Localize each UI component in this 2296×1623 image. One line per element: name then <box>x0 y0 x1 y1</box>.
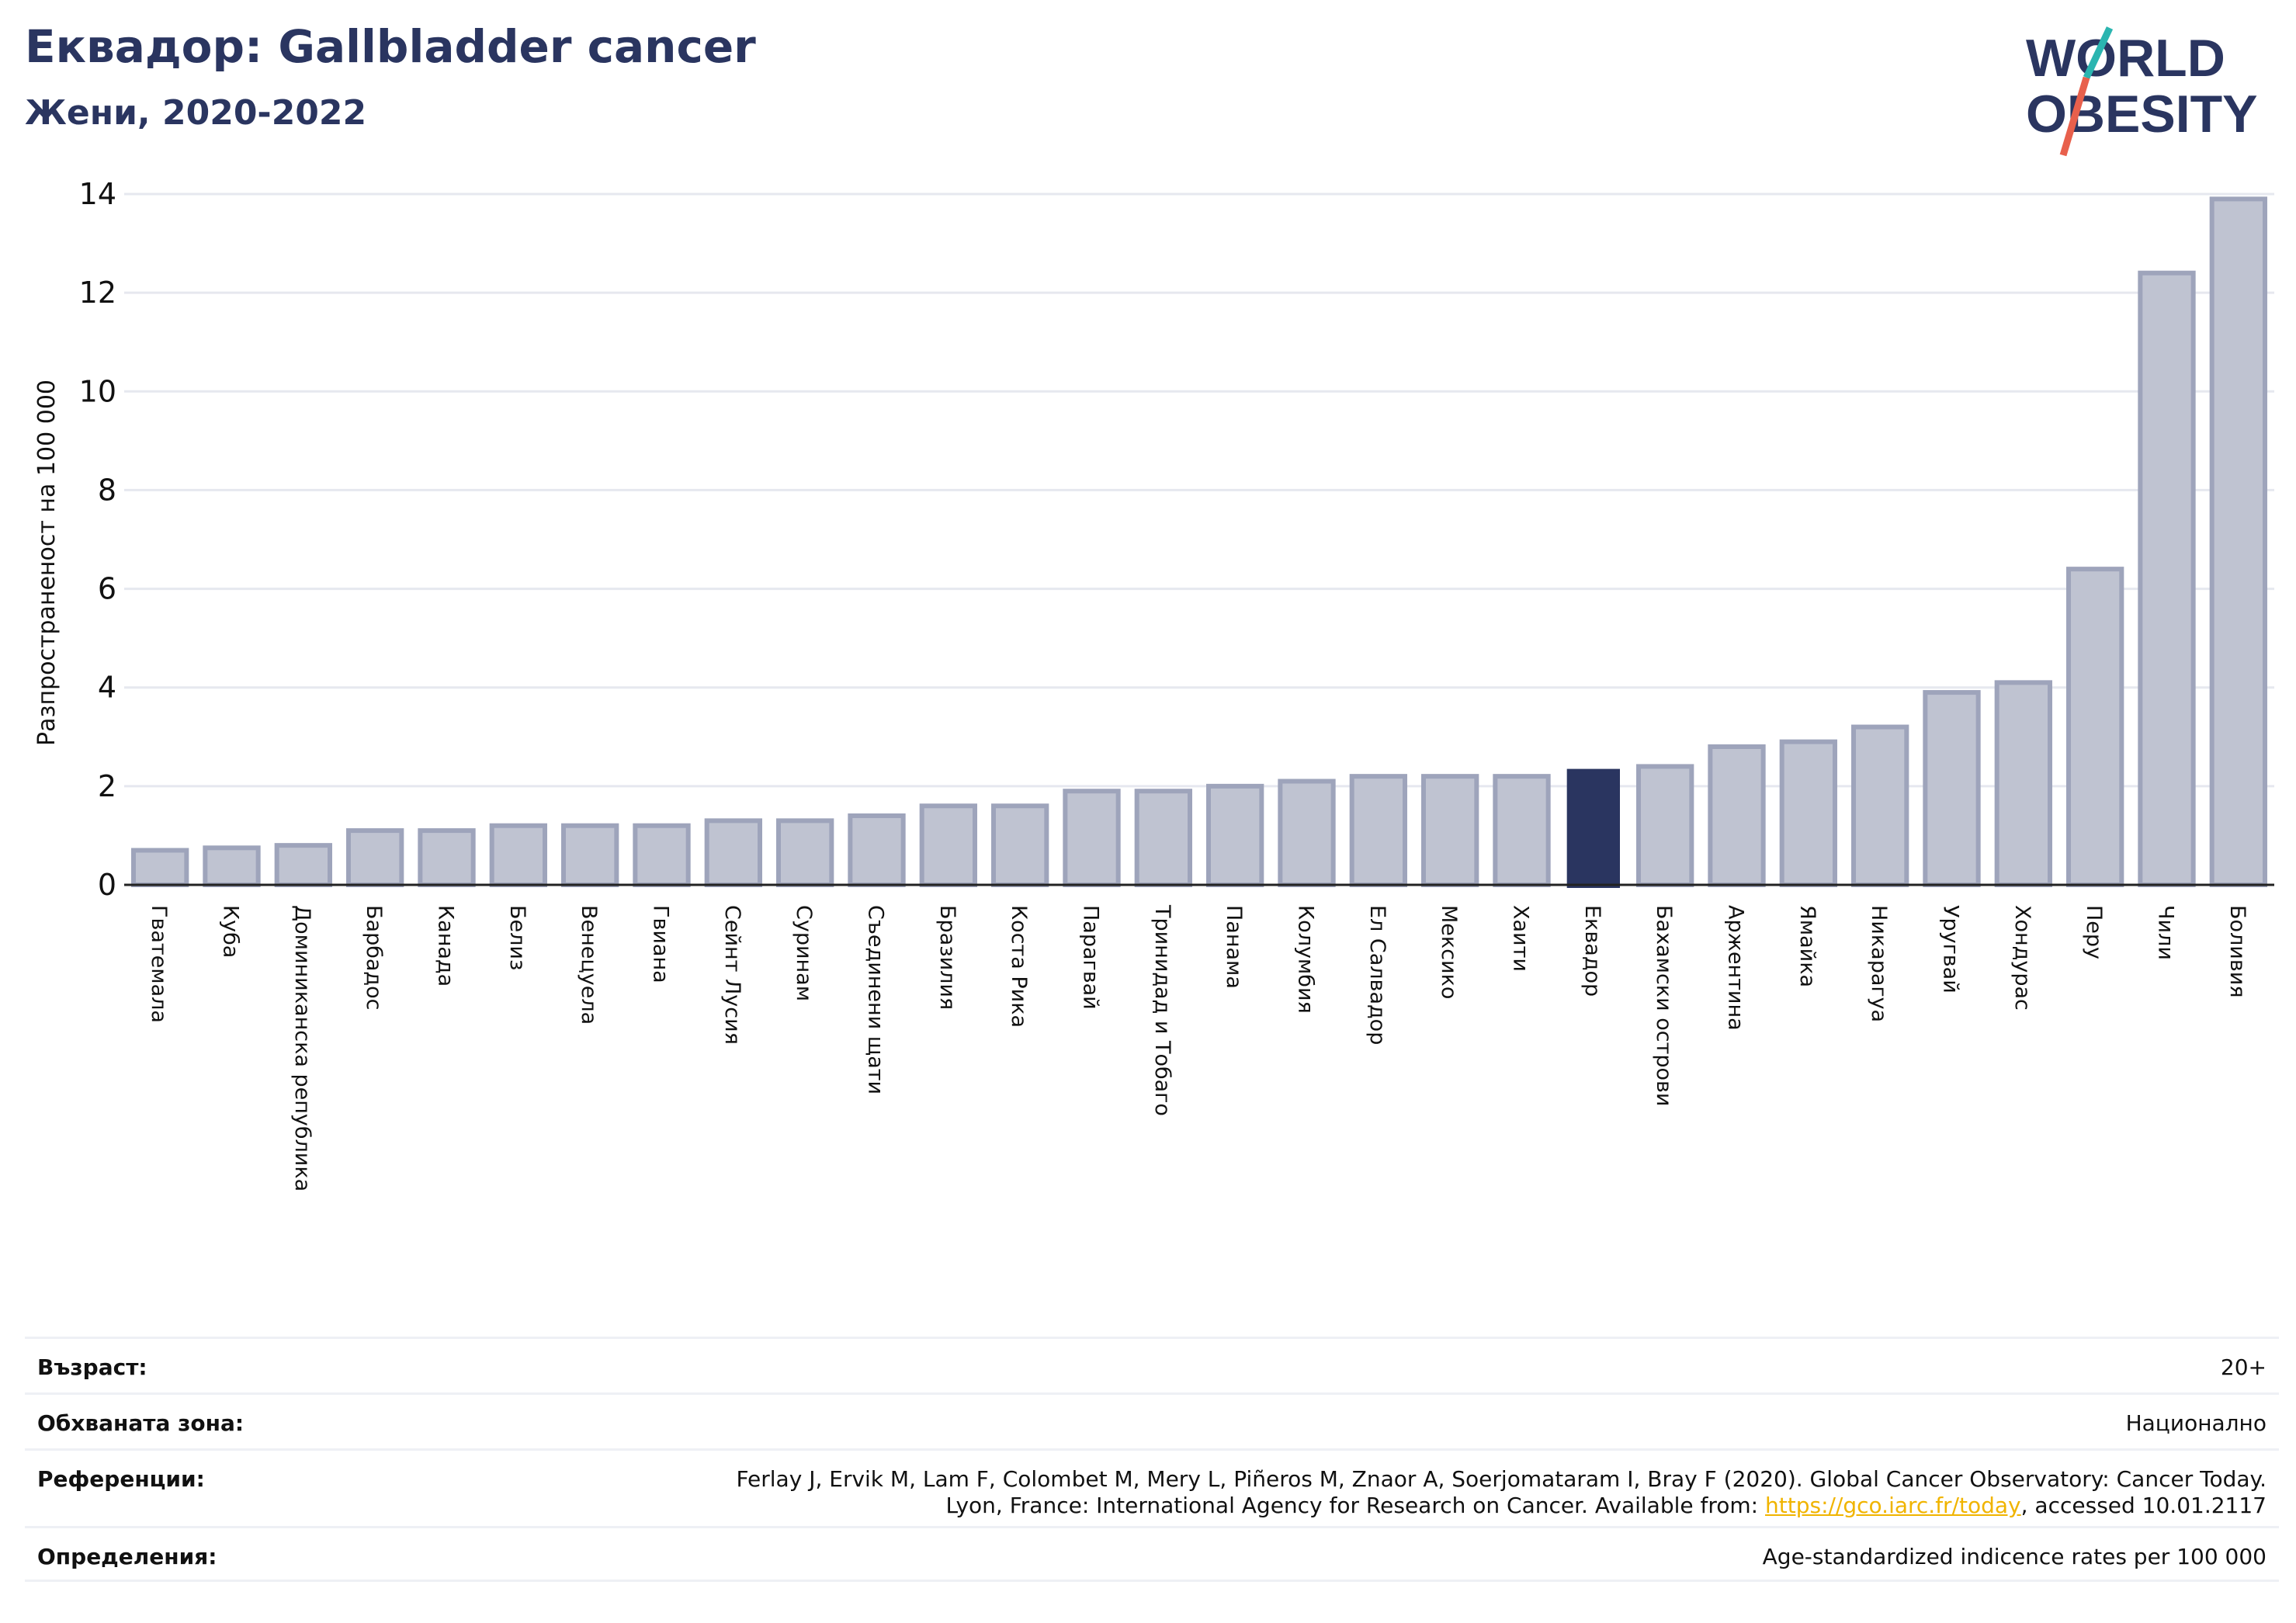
x-tick-label: Боливия <box>2225 905 2249 998</box>
definitions-value: Age-standardized indicence rates per 100… <box>1762 1544 2267 1569</box>
bar <box>489 823 547 887</box>
bar <box>919 803 977 888</box>
bar <box>418 828 476 887</box>
bar-chart: 0 2 4 6 8 10 12 14 Разпространеност на 100 000 Гв… <box>33 177 2274 1191</box>
meta-row-age: Възраст: 20+ <box>25 1337 2279 1392</box>
age-label: Възраст: <box>37 1354 147 1380</box>
bar <box>2138 270 2196 887</box>
x-tick-label: Перу <box>2082 905 2106 959</box>
y-tick-label: 6 <box>98 572 116 606</box>
x-tick-label: Бразилия <box>935 905 959 1010</box>
y-tick-label: 0 <box>98 868 116 902</box>
x-tick-label: Хондурас <box>2010 905 2034 1011</box>
bar <box>704 818 762 888</box>
x-tick-label: Канада <box>434 905 458 987</box>
x-tick-label: Доминиканска република <box>290 905 314 1191</box>
age-value: 20+ <box>2220 1354 2267 1380</box>
coverage-label: Обхваната зона: <box>37 1410 245 1436</box>
references-value: Ferlay J, Ervik M, Lam F, Colombet M, Me… <box>736 1451 2267 1519</box>
bar <box>776 818 834 888</box>
bar <box>1994 680 2052 887</box>
x-tick-label: Панама <box>1222 905 1246 989</box>
bar <box>346 828 404 887</box>
bar <box>561 823 619 887</box>
logo-slash-bottom <box>2059 76 2090 157</box>
world-obesity-logo: WORLD OBESITY <box>2026 26 2258 157</box>
bar <box>131 848 189 887</box>
bar <box>1063 789 1121 888</box>
bar <box>1421 774 1479 888</box>
references-line1: Ferlay J, Ervik M, Lam F, Colombet M, Me… <box>736 1466 2267 1492</box>
x-tick-label: Никарагуа <box>1867 905 1891 1022</box>
coverage-value: Национално <box>2125 1410 2267 1436</box>
definitions-label: Определения: <box>37 1544 217 1569</box>
y-tick-label: 8 <box>98 473 116 507</box>
page-title: Еквадор: Gallbladder cancer <box>25 20 756 73</box>
x-tick-label: Гватемала <box>147 905 171 1023</box>
x-tick-label: Уругвай <box>1939 905 1963 994</box>
references-line2-pre: Lyon, France: International Agency for R… <box>945 1493 1765 1518</box>
x-tick-label: Ел Салвадор <box>1365 905 1389 1045</box>
bar <box>991 803 1049 888</box>
x-tick-label: Суринам <box>792 905 816 1001</box>
logo-slash-top <box>2083 26 2114 79</box>
y-axis-label: Разпространеност на 100 000 <box>33 380 61 746</box>
bar <box>1923 690 1981 887</box>
bar <box>1636 764 1694 888</box>
x-tick-label: Чили <box>2154 905 2178 960</box>
x-tick-label: Гвиана <box>649 905 673 983</box>
x-tick-label: Еквадор <box>1580 905 1604 997</box>
x-tick-label: Колумбия <box>1294 905 1318 1014</box>
references-label: Референции: <box>37 1466 205 1492</box>
y-tick-label: 10 <box>79 374 116 408</box>
x-tick-label: Сейнт Лусия <box>720 905 744 1045</box>
bar <box>848 813 906 887</box>
y-tick-label: 14 <box>79 177 116 211</box>
x-tick-label: Аржентина <box>1724 905 1748 1031</box>
references-link[interactable]: https://gco.iarc.fr/today <box>1765 1493 2021 1518</box>
y-tick-label: 4 <box>98 671 116 705</box>
bar <box>1349 774 1407 888</box>
references-line2-post: , accessed 10.01.2117 <box>2020 1493 2267 1518</box>
y-tick-label: 2 <box>98 769 116 803</box>
logo-line2: OBESITY <box>2026 85 2258 144</box>
x-tick-label: Бахамски острови <box>1652 905 1676 1106</box>
x-tick-label: Куба <box>219 905 243 958</box>
x-tick-label: Парагвай <box>1079 905 1103 1010</box>
x-tick-label: Мексико <box>1437 905 1461 999</box>
bar <box>203 845 261 887</box>
bar <box>1566 768 1620 888</box>
x-tick-label: Коста Рика <box>1007 905 1031 1028</box>
x-tick-label: Барбадос <box>362 905 386 1010</box>
logo-line1: WORLD <box>2026 29 2225 88</box>
bar <box>2209 196 2267 888</box>
x-tick-label: Хаити <box>1509 905 1533 972</box>
x-tick-label: Венецуела <box>577 905 601 1025</box>
x-tick-label: Белиз <box>505 905 529 970</box>
x-tick-label: Ямайка <box>1795 905 1819 987</box>
x-tick-label: Съединени щати <box>864 905 888 1094</box>
page-subtitle: Жени, 2020-2022 <box>25 93 367 133</box>
bar <box>2066 567 2124 888</box>
meta-row-coverage: Обхваната зона: Национално <box>25 1392 2279 1448</box>
bar <box>1708 744 1766 887</box>
y-tick-label: 12 <box>79 276 116 310</box>
bar <box>1779 739 1837 888</box>
metadata-table: Възраст: 20+ Обхваната зона: Национално … <box>25 1337 2279 1582</box>
x-tick-label: Тринидад и Тобаго <box>1150 904 1174 1116</box>
bar <box>1134 789 1192 888</box>
bar <box>1206 783 1264 887</box>
bar <box>633 823 691 887</box>
bar <box>1851 724 1909 887</box>
bar <box>274 843 332 887</box>
meta-row-definitions: Определения: Age-standardized indicence … <box>25 1526 2279 1582</box>
meta-row-references: Референции: Ferlay J, Ervik M, Lam F, Co… <box>25 1448 2279 1526</box>
bar <box>1493 774 1551 888</box>
bar <box>1278 779 1336 887</box>
